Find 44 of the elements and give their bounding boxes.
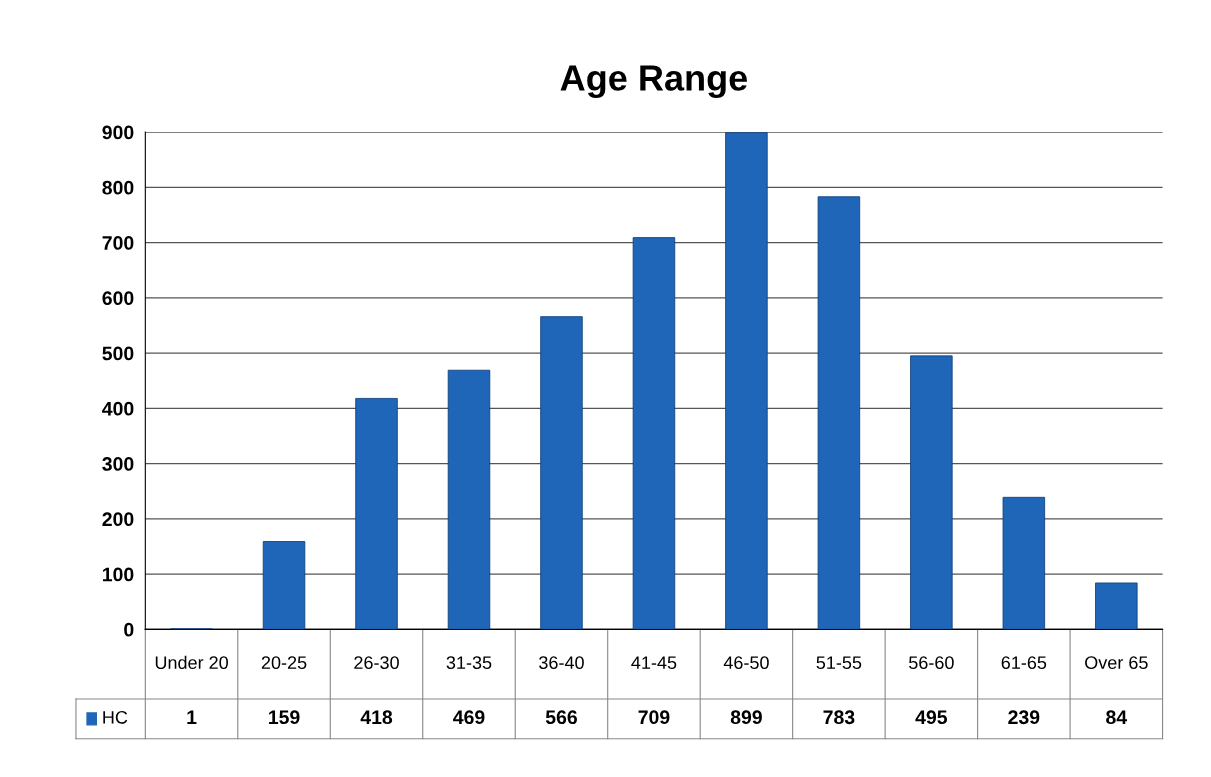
x-tick-label: 41-45 (631, 656, 677, 670)
legend-label: HC (103, 710, 128, 724)
data-label: 709 (638, 710, 670, 725)
bar (355, 397, 398, 630)
x-tick-label: Under 20 (155, 655, 228, 670)
x-tick-label: Over 65 (1085, 656, 1148, 670)
data-label: 899 (730, 710, 762, 725)
bar (262, 541, 306, 630)
y-tick-label: 300 (102, 457, 134, 471)
bar (1002, 496, 1046, 630)
chart-title: Age Range (560, 65, 748, 99)
bar (910, 355, 953, 630)
data-label: 418 (360, 710, 393, 725)
x-tick-label: 31-35 (446, 656, 492, 670)
bar (447, 369, 491, 630)
bar (1095, 582, 1138, 630)
y-tick-label: 600 (102, 291, 134, 306)
data-label: 469 (453, 710, 485, 725)
x-tick-label: 56-60 (909, 656, 954, 670)
bar (725, 132, 768, 630)
y-tick-label: 900 (102, 125, 134, 140)
x-tick-label: 20-25 (261, 656, 307, 670)
y-tick-label: 0 (124, 622, 134, 637)
x-tick-label: 46-50 (723, 656, 769, 670)
data-label: 239 (1008, 710, 1040, 725)
bar (632, 237, 676, 630)
data-label: 783 (823, 710, 855, 725)
y-tick-label: 200 (102, 512, 134, 527)
data-label: 159 (269, 710, 300, 725)
y-tick-label: 400 (102, 401, 134, 416)
y-tick-label: 500 (102, 346, 134, 361)
data-label: 495 (915, 710, 948, 725)
x-tick-label: 36-40 (539, 656, 584, 670)
y-tick-label: 700 (102, 236, 134, 250)
data-label: 1 (187, 710, 197, 724)
bar (540, 316, 583, 630)
bar (817, 196, 861, 630)
data-label: 566 (545, 710, 577, 725)
x-tick-label: 26-30 (354, 656, 399, 670)
x-tick-label: 61-65 (1001, 656, 1047, 670)
y-tick-label: 800 (102, 180, 134, 195)
x-tick-label: 51-55 (816, 656, 862, 670)
data-label: 84 (1106, 710, 1128, 725)
y-tick-label: 100 (102, 567, 134, 582)
